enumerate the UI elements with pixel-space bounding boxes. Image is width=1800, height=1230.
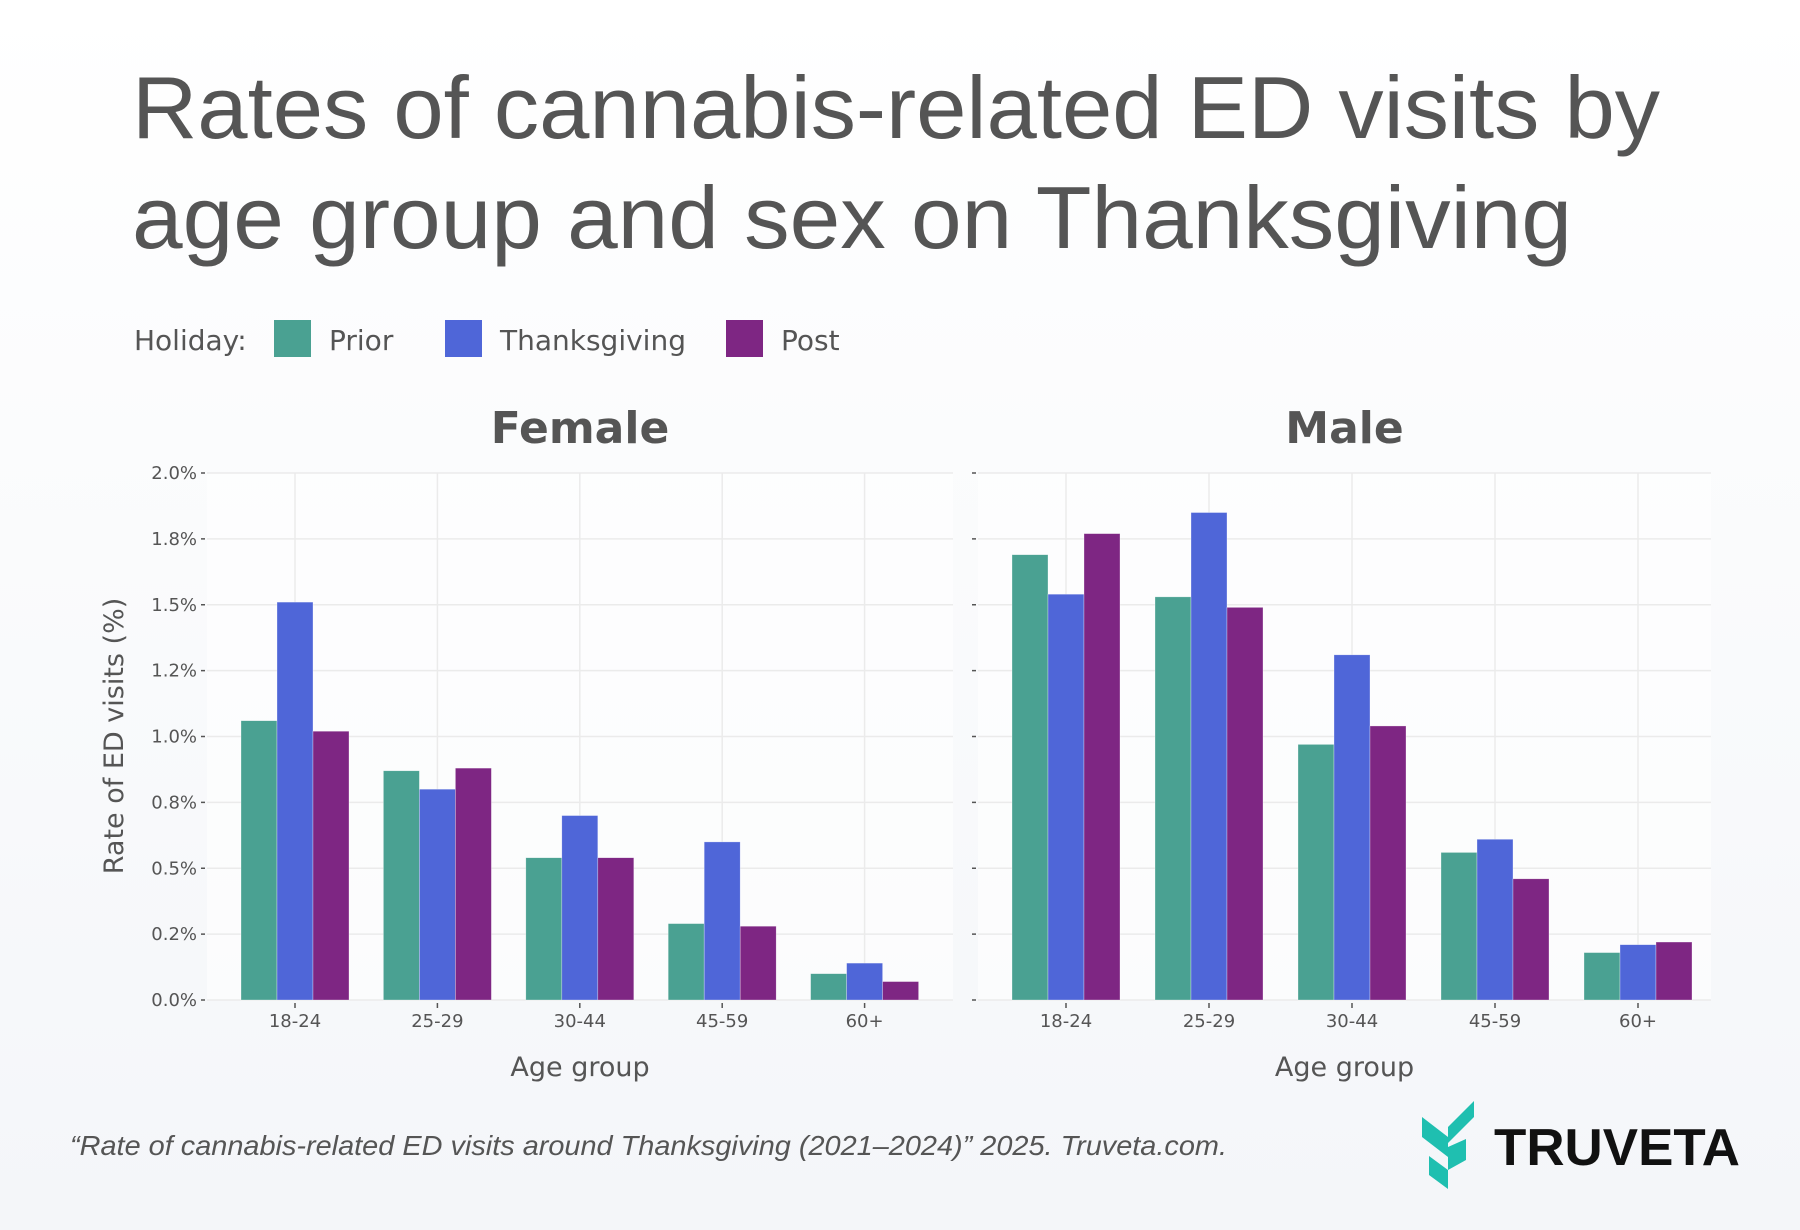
x-axis-title: Age group [1275, 1052, 1414, 1083]
legend-swatch-prior [274, 320, 311, 357]
bar-thanksgiving-25-29 [419, 788, 456, 1001]
y-tick-label: 1.5% [151, 595, 197, 616]
bar-prior-60+ [810, 973, 847, 1001]
bar-post-60+ [882, 981, 919, 1001]
truveta-logo: TRUVETA [1422, 1101, 1740, 1189]
y-tick-label: 1.8% [151, 529, 197, 550]
y-tick-label: 0.8% [151, 792, 197, 813]
bar-post-30-44 [597, 857, 635, 1001]
bar-thanksgiving-30-44 [1333, 654, 1371, 1001]
x-tick-label: 25-29 [1183, 1011, 1235, 1032]
bar-thanksgiving-60+ [1619, 944, 1657, 1001]
x-tick-label: 18-24 [1040, 1011, 1092, 1032]
bar-thanksgiving-45-59 [1476, 838, 1514, 1001]
bar-prior-30-44 [1297, 744, 1335, 1001]
chart-title-line-2: age group and sex on Thanksgiving [132, 168, 1572, 267]
y-tick-label: 2.0% [151, 463, 197, 484]
bar-prior-25-29 [1154, 596, 1192, 1001]
source-footer: “Rate of cannabis-related ED visits arou… [70, 1130, 1227, 1161]
chart-title-line-1: Rates of cannabis-related ED visits by [132, 58, 1660, 157]
bar-post-30-44 [1369, 725, 1407, 1001]
bar-prior-25-29 [383, 770, 420, 1001]
bar-prior-45-59 [667, 923, 705, 1001]
bar-prior-60+ [1583, 952, 1621, 1001]
x-tick-label: 60+ [846, 1011, 884, 1032]
y-tick-label: 0.0% [151, 990, 197, 1011]
x-tick-label: 30-44 [1326, 1011, 1378, 1032]
legend-title: Holiday: [134, 324, 247, 357]
y-tick-label: 1.2% [151, 661, 197, 682]
legend-label-prior: Prior [329, 324, 394, 357]
bar-post-45-59 [1512, 878, 1550, 1001]
bar-thanksgiving-25-29 [1190, 512, 1228, 1001]
x-tick-label: 45-59 [696, 1011, 748, 1032]
bar-post-45-59 [739, 925, 777, 1001]
legend: Holiday: Prior Thanksgiving Post [134, 320, 840, 357]
bar-post-25-29 [1226, 607, 1264, 1001]
panel-male: 18-24 25-29 30-44 45-59 60+ Male Age group [972, 403, 1711, 1083]
truveta-logo-text: TRUVETA [1494, 1119, 1740, 1177]
bar-thanksgiving-30-44 [561, 815, 599, 1001]
bar-post-18-24 [312, 730, 350, 1001]
bar-prior-30-44 [525, 857, 563, 1001]
y-axis-title: Rate of ED visits (%) [99, 598, 130, 875]
bar-prior-45-59 [1440, 852, 1478, 1001]
bar-thanksgiving-45-59 [703, 841, 741, 1001]
bar-thanksgiving-60+ [846, 962, 883, 1001]
x-tick-label: 18-24 [269, 1011, 321, 1032]
bar-prior-18-24 [1011, 554, 1049, 1001]
facet-title: Female [491, 403, 670, 454]
bar-post-25-29 [455, 767, 492, 1001]
y-tick-label: 0.2% [151, 924, 197, 945]
bar-post-18-24 [1083, 533, 1121, 1001]
y-tick-label: 1.0% [151, 727, 197, 748]
x-axis-title: Age group [510, 1052, 649, 1083]
legend-label-post: Post [781, 324, 840, 357]
bar-thanksgiving-18-24 [1047, 593, 1085, 1001]
bar-prior-18-24 [240, 720, 278, 1001]
x-tick-label: 25-29 [411, 1011, 463, 1032]
legend-swatch-thanksgiving [445, 320, 482, 357]
x-tick-label: 60+ [1619, 1011, 1657, 1032]
bar-thanksgiving-18-24 [276, 601, 314, 1001]
truveta-logo-icon [1422, 1101, 1474, 1189]
panel-female: 0.0% 0.2% 0.5% 0.8% 1.0% 1.2% 1.5% 1.8% 2.0% 18-2… [151, 403, 953, 1083]
bar-post-60+ [1655, 941, 1693, 1001]
x-tick-label: 45-59 [1469, 1011, 1521, 1032]
facet-title: Male [1285, 403, 1403, 454]
y-tick-label: 0.5% [151, 858, 197, 879]
legend-label-thanksgiving: Thanksgiving [499, 324, 686, 357]
legend-swatch-post [726, 320, 763, 357]
x-tick-label: 30-44 [554, 1011, 606, 1032]
